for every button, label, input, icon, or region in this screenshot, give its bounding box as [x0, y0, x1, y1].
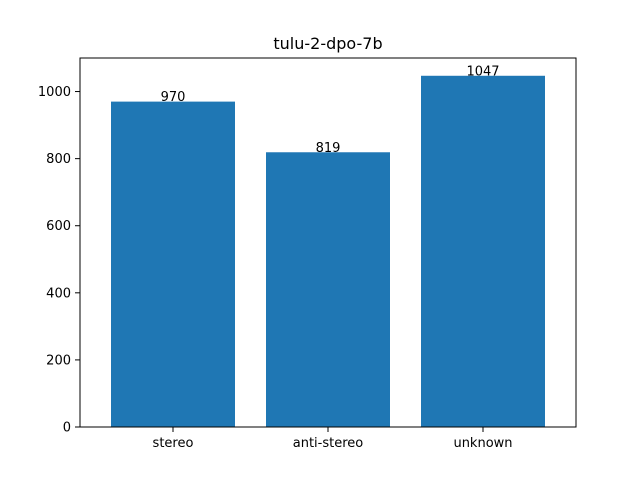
data-label-anti-stereo: 819: [316, 141, 341, 156]
data-label-unknown: 1047: [466, 64, 499, 79]
chart-title: tulu-2-dpo-7b: [273, 34, 382, 53]
x-tick-label-unknown: unknown: [453, 436, 512, 451]
bars-layer: [111, 75, 545, 428]
y-tick-label: 0: [63, 421, 71, 436]
y-tick-label: 600: [46, 219, 71, 234]
x-tick-label-stereo: stereo: [153, 436, 194, 451]
axes-layer: 0 200 400 600 800 1000 stereo anti-stereo unknow…: [38, 57, 577, 451]
bar-anti-stereo: [266, 152, 390, 427]
bar-unknown: [421, 75, 545, 428]
y-tick-label: 1000: [38, 85, 71, 100]
x-tick-label-anti-stereo: anti-stereo: [293, 436, 364, 451]
labels-layer: 970 819 1047: [161, 64, 500, 155]
data-label-stereo: 970: [161, 90, 186, 105]
y-tick-label: 200: [46, 353, 71, 368]
y-tick-label: 400: [46, 286, 71, 301]
y-tick-label: 800: [46, 152, 71, 167]
bar-stereo: [111, 101, 235, 427]
